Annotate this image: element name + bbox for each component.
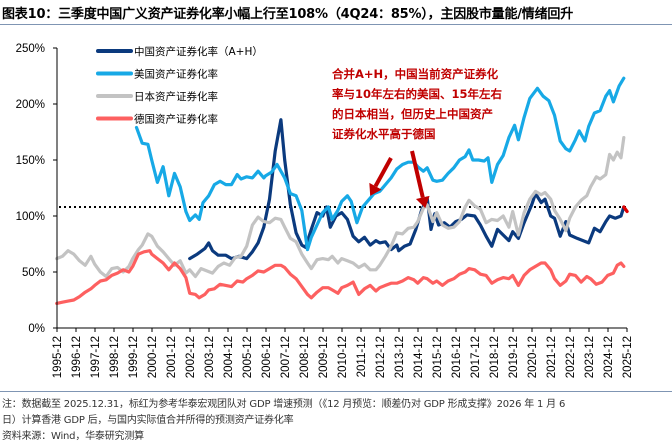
x-tick-label: 1999-12 xyxy=(128,336,140,378)
x-tick-label: 2007-12 xyxy=(280,336,292,378)
x-tick-label: 2012-12 xyxy=(375,336,387,378)
legend-label: 日本资产证券化率 xyxy=(134,90,218,103)
x-tick-label: 2019-12 xyxy=(508,336,520,378)
x-tick-label: 2000-12 xyxy=(147,336,159,378)
x-tick-label: 2004-12 xyxy=(223,336,235,378)
x-tick-label: 2014-12 xyxy=(413,336,425,378)
legend-item: 美国资产证券化率 xyxy=(96,68,218,81)
series-line-0 xyxy=(188,118,626,261)
securitization-chart: 0% 50% 100% 150% 200% 250% 1995-12 1996-12 1997-… xyxy=(16,43,634,378)
x-tick-label: 1998-12 xyxy=(109,336,121,378)
legend-label: 德国资产证券化率 xyxy=(134,113,218,126)
x-tick-label: 2021-12 xyxy=(546,336,558,378)
annotation-arrow-shaft xyxy=(410,150,425,198)
x-tick-label: 2016-12 xyxy=(451,336,463,378)
x-tick-label: 2006-12 xyxy=(261,336,273,378)
x-tick-label: 2009-12 xyxy=(318,336,330,378)
x-tick-label: 2005-12 xyxy=(242,336,254,378)
x-tick-label: 2002-12 xyxy=(185,336,197,378)
annotation-text-line: 率与10年左右的美国、15年左右 xyxy=(332,87,503,101)
y-tick-label: 250% xyxy=(16,43,45,55)
footnote-line-2: 日）计算香港 GDP 后，与国内实际值合并所得的预测资产证券化率 xyxy=(2,415,294,426)
series-line-2 xyxy=(55,136,626,279)
x-tick-label: 2001-12 xyxy=(166,336,178,378)
annotation-arrow-shaft xyxy=(373,157,393,188)
y-tick-label: 200% xyxy=(16,99,45,111)
x-tick-label: 2023-12 xyxy=(584,336,596,378)
notes-divider xyxy=(0,391,672,392)
legend-item: 中国资产证券化率（A+H） xyxy=(96,45,263,58)
x-tick-label: 2008-12 xyxy=(299,336,311,378)
x-tick-label: 2017-12 xyxy=(470,336,482,378)
x-tick-label: 2018-12 xyxy=(489,336,501,378)
legend-item: 德国资产证券化率 xyxy=(96,113,218,126)
legend-item: 日本资产证券化率 xyxy=(96,90,218,103)
x-tick-label: 2011-12 xyxy=(356,336,368,377)
annotation-arrow-head xyxy=(415,195,430,209)
series-line-3 xyxy=(55,249,626,305)
x-tick-label: 2013-12 xyxy=(394,336,406,378)
x-tick-label: 2010-12 xyxy=(337,336,349,378)
x-tick-label: 2015-12 xyxy=(432,336,444,378)
source-note: 资料来源：Wind，华泰研究测算 xyxy=(2,431,144,442)
x-tick-label: 1995-12 xyxy=(52,336,64,378)
annotation-text-line: 合并A+H，中国当前资产证券化 xyxy=(332,67,499,81)
footnote-line-1: 注：数据截至 2025.12.31，标红为参考华泰宏观团队对 GDP 增速预测（… xyxy=(2,399,566,410)
y-tick-label: 150% xyxy=(16,155,45,167)
legend-label: 美国资产证券化率 xyxy=(134,68,218,81)
annotation-text-line: 证券化水平高于德国 xyxy=(332,127,436,141)
legend-label: 中国资产证券化率（A+H） xyxy=(134,45,263,58)
annotation-arrow-head xyxy=(369,182,382,196)
y-tick-label: 0% xyxy=(28,323,45,335)
y-tick-label: 100% xyxy=(16,211,45,223)
x-tick-label: 2025-12 xyxy=(622,336,634,378)
chart-title: 图表10：三季度中国广义资产证券化率小幅上行至108%（4Q24：85%），主因… xyxy=(2,7,574,22)
x-tick-label: 2024-12 xyxy=(603,336,615,378)
x-tick-label: 2020-12 xyxy=(527,336,539,378)
series-forecast-line xyxy=(622,205,629,214)
title-divider xyxy=(0,24,672,25)
x-tick-label: 2022-12 xyxy=(565,336,577,378)
x-tick-label: 2003-12 xyxy=(204,336,216,378)
x-tick-label: 1997-12 xyxy=(90,336,102,378)
y-tick-label: 50% xyxy=(22,267,45,279)
annotation-text-line: 的日本相当，但历史上中国资产 xyxy=(332,107,493,121)
series-line-1 xyxy=(134,76,626,252)
x-tick-label: 1996-12 xyxy=(71,336,83,378)
